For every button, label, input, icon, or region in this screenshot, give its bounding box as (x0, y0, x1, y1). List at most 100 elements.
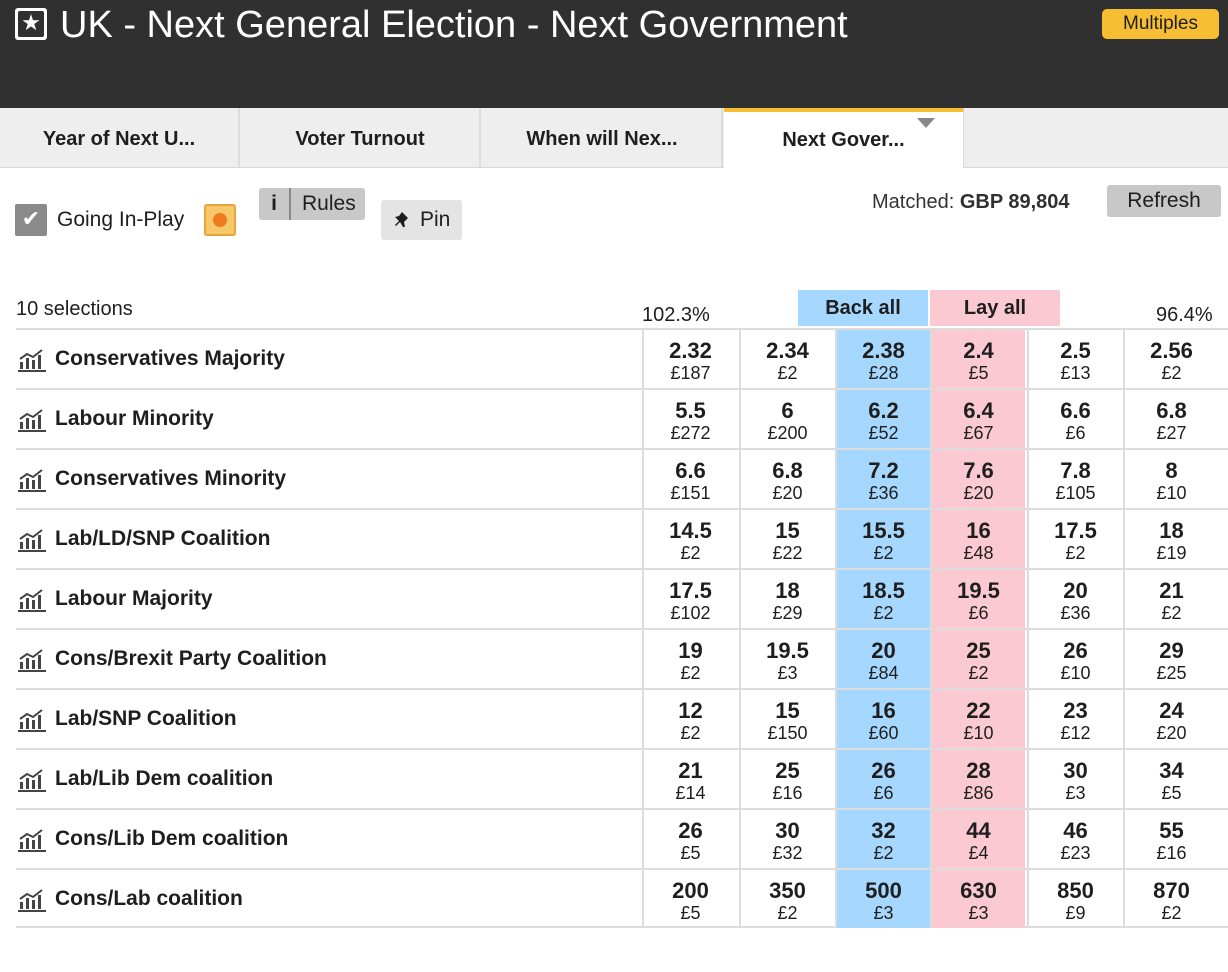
lay-price-cell[interactable]: 850 £9 (1027, 870, 1122, 928)
lay-price-cell[interactable]: 17.5 £2 (1027, 510, 1122, 568)
market-chart-icon[interactable] (18, 468, 46, 492)
lay-price-cell[interactable]: 20 £36 (1027, 570, 1122, 628)
lay-price-cell[interactable]: 18 £19 (1123, 510, 1218, 568)
tab-when-will-next[interactable]: When will Nex... (483, 108, 723, 167)
market-chart-icon[interactable] (18, 648, 46, 672)
going-inplay-checkbox[interactable]: ✔ (15, 204, 47, 236)
lay-price-cell[interactable]: 2.56 £2 (1123, 330, 1218, 388)
lay-price-cell[interactable]: 23 £12 (1027, 690, 1122, 748)
back-price-cell[interactable]: 6 £200 (739, 390, 834, 448)
lay-price-cell[interactable]: 7.8 £105 (1027, 450, 1122, 508)
back-price-cell[interactable]: 18 £29 (739, 570, 834, 628)
back-price-cell[interactable]: 15 £150 (739, 690, 834, 748)
odds-price: 14.5 (669, 518, 712, 543)
lay-price-cell[interactable]: 24 £20 (1123, 690, 1218, 748)
back-price-cell[interactable]: 7.2 £36 (835, 450, 930, 508)
info-icon: i (259, 188, 291, 220)
market-chart-icon[interactable] (18, 588, 46, 612)
market-chart-icon[interactable] (18, 408, 46, 432)
lay-price-cell[interactable]: 870 £2 (1123, 870, 1218, 928)
dropdown-arrow-icon[interactable] (917, 118, 935, 128)
back-price-cell[interactable]: 6.6 £151 (642, 450, 737, 508)
runner-row: Lab/LD/SNP Coalition 14.5 £2 15 £22 15.5 £2 16 £… (16, 508, 1228, 568)
lay-price-cell[interactable]: 6.6 £6 (1027, 390, 1122, 448)
odds-price: 29 (1159, 638, 1184, 663)
tab-year-of-next-election[interactable]: Year of Next U... (0, 108, 240, 167)
back-price-cell[interactable]: 18.5 £2 (835, 570, 930, 628)
back-price-cell[interactable]: 17.5 £102 (642, 570, 737, 628)
odds-price: 870 (1153, 878, 1190, 903)
market-chart-icon[interactable] (18, 828, 46, 852)
lay-price-cell[interactable]: 2.5 £13 (1027, 330, 1122, 388)
rules-button[interactable]: i Rules (259, 188, 365, 220)
available-amount: £200 (767, 423, 808, 443)
lay-price-cell[interactable]: 6.8 £27 (1123, 390, 1218, 448)
odds-price: 2.4 (963, 338, 994, 363)
lay-price-cell[interactable]: 26 £10 (1027, 630, 1122, 688)
available-amount: £3 (873, 903, 894, 923)
lay-price-cell[interactable]: 16 £48 (930, 510, 1025, 568)
available-amount: £9 (1065, 903, 1086, 923)
market-chart-icon[interactable] (18, 348, 46, 372)
available-amount: £2 (968, 663, 989, 683)
back-price-cell[interactable]: 6.8 £20 (739, 450, 834, 508)
back-price-cell[interactable]: 26 £6 (835, 750, 930, 808)
tab-next-government[interactable]: Next Gover... (724, 108, 964, 168)
odds-price: 24 (1159, 698, 1184, 723)
available-amount: £2 (1065, 543, 1086, 563)
lay-price-cell[interactable]: 30 £3 (1027, 750, 1122, 808)
market-chart-icon[interactable] (18, 708, 46, 732)
lay-price-cell[interactable]: 630 £3 (930, 870, 1025, 928)
lay-price-cell[interactable]: 19.5 £6 (930, 570, 1025, 628)
refresh-button[interactable]: Refresh (1107, 185, 1221, 217)
back-price-cell[interactable]: 350 £2 (739, 870, 834, 928)
runners-table: Conservatives Majority 2.32 £187 2.34 £2 2.38… (16, 328, 1228, 928)
back-price-cell[interactable]: 12 £2 (642, 690, 737, 748)
market-chart-icon[interactable] (18, 888, 46, 912)
multiples-button[interactable]: Multiples (1102, 9, 1219, 39)
available-amount: £16 (772, 783, 803, 803)
lay-price-cell[interactable]: 44 £4 (930, 810, 1025, 868)
back-price-cell[interactable]: 2.38 £28 (835, 330, 930, 388)
pin-button[interactable]: Pin (381, 200, 462, 240)
back-price-cell[interactable]: 500 £3 (835, 870, 930, 928)
back-price-cell[interactable]: 2.32 £187 (642, 330, 737, 388)
lay-price-cell[interactable]: 2.4 £5 (930, 330, 1025, 388)
back-price-cell[interactable]: 6.2 £52 (835, 390, 930, 448)
back-price-cell[interactable]: 30 £32 (739, 810, 834, 868)
back-price-cell[interactable]: 5.5 £272 (642, 390, 737, 448)
lay-price-cell[interactable]: 25 £2 (930, 630, 1025, 688)
back-all-button[interactable]: Back all (798, 290, 928, 326)
back-price-cell[interactable]: 20 £84 (835, 630, 930, 688)
odds-price: 12 (678, 698, 703, 723)
back-price-cell[interactable]: 19.5 £3 (739, 630, 834, 688)
back-price-cell[interactable]: 200 £5 (642, 870, 737, 928)
market-chart-icon[interactable] (18, 528, 46, 552)
back-price-cell[interactable]: 2.34 £2 (739, 330, 834, 388)
lay-price-cell[interactable]: 7.6 £20 (930, 450, 1025, 508)
lay-price-cell[interactable]: 55 £16 (1123, 810, 1218, 868)
lay-price-cell[interactable]: 22 £10 (930, 690, 1025, 748)
back-price-cell[interactable]: 25 £16 (739, 750, 834, 808)
lay-price-cell[interactable]: 34 £5 (1123, 750, 1218, 808)
market-chart-icon[interactable] (18, 768, 46, 792)
back-price-cell[interactable]: 16 £60 (835, 690, 930, 748)
odds-price: 34 (1159, 758, 1184, 783)
back-price-cell[interactable]: 15.5 £2 (835, 510, 930, 568)
back-price-cell[interactable]: 14.5 £2 (642, 510, 737, 568)
lay-price-cell[interactable]: 29 £25 (1123, 630, 1218, 688)
tab-voter-turnout[interactable]: Voter Turnout (241, 108, 481, 167)
back-price-cell[interactable]: 26 £5 (642, 810, 737, 868)
back-price-cell[interactable]: 15 £22 (739, 510, 834, 568)
lay-price-cell[interactable]: 21 £2 (1123, 570, 1218, 628)
back-price-cell[interactable]: 21 £14 (642, 750, 737, 808)
lay-all-button[interactable]: Lay all (930, 290, 1060, 326)
back-price-cell[interactable]: 19 £2 (642, 630, 737, 688)
back-price-cell[interactable]: 32 £2 (835, 810, 930, 868)
lay-price-cell[interactable]: 6.4 £67 (930, 390, 1025, 448)
favourite-star-button[interactable]: ★ (15, 8, 47, 40)
lay-price-cell[interactable]: 46 £23 (1027, 810, 1122, 868)
lay-price-cell[interactable]: 28 £86 (930, 750, 1025, 808)
lay-price-cell[interactable]: 8 £10 (1123, 450, 1218, 508)
odds-price: 26 (678, 818, 703, 843)
